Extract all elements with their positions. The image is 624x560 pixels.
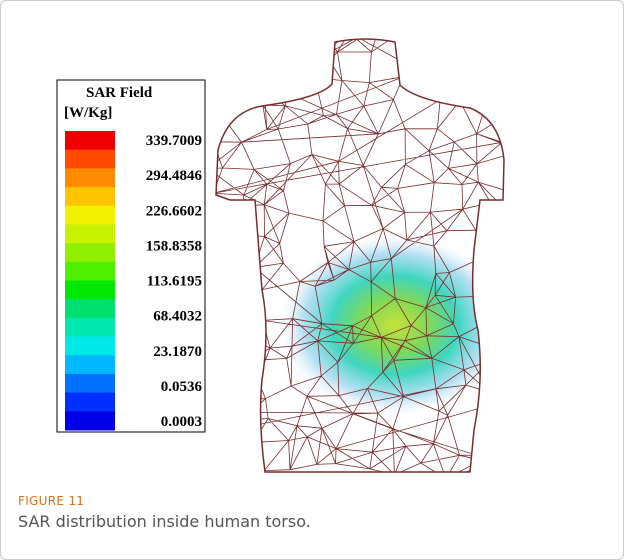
- colorbar-band: [65, 317, 115, 338]
- figure-label: FIGURE 11: [18, 494, 85, 508]
- legend-label: 158.8358: [146, 238, 202, 254]
- legend-label: 0.0003: [161, 414, 202, 430]
- colorbar: [65, 131, 115, 431]
- colorbar-band: [65, 261, 115, 281]
- legend-label: 113.6195: [147, 274, 202, 290]
- legend-label: 0.0536: [161, 379, 203, 395]
- colorbar-band: [65, 280, 115, 300]
- legend-label: 294.4846: [146, 168, 203, 184]
- legend-title: SAR Field: [86, 85, 153, 101]
- colorbar-band: [65, 299, 115, 319]
- colorbar-band: [65, 355, 115, 375]
- colorbar-band: [65, 131, 115, 151]
- colorbar-band: [65, 411, 115, 431]
- legend-label: 339.7009: [146, 133, 202, 149]
- colorbar-band: [65, 392, 115, 412]
- legend-label: 23.1870: [153, 344, 202, 360]
- colorbar-band: [65, 149, 115, 169]
- sar-field: [280, 235, 504, 415]
- colorbar-band: [65, 336, 115, 356]
- colorbar-band: [65, 373, 115, 394]
- legend-label: 68.4032: [153, 309, 202, 325]
- colorbar-band: [65, 187, 115, 207]
- legend-label: 226.6602: [146, 203, 202, 219]
- colorbar-band: [65, 224, 115, 244]
- colorbar-band: [65, 168, 115, 188]
- figure-image: SAR Field [W/Kg] 339.7009 294.4846 226.660…: [56, 38, 505, 473]
- legend-unit: [W/Kg]: [64, 105, 112, 121]
- colorbar-band: [65, 243, 115, 263]
- figure-caption: SAR distribution inside human torso.: [18, 512, 311, 531]
- colorbar-band: [65, 205, 115, 225]
